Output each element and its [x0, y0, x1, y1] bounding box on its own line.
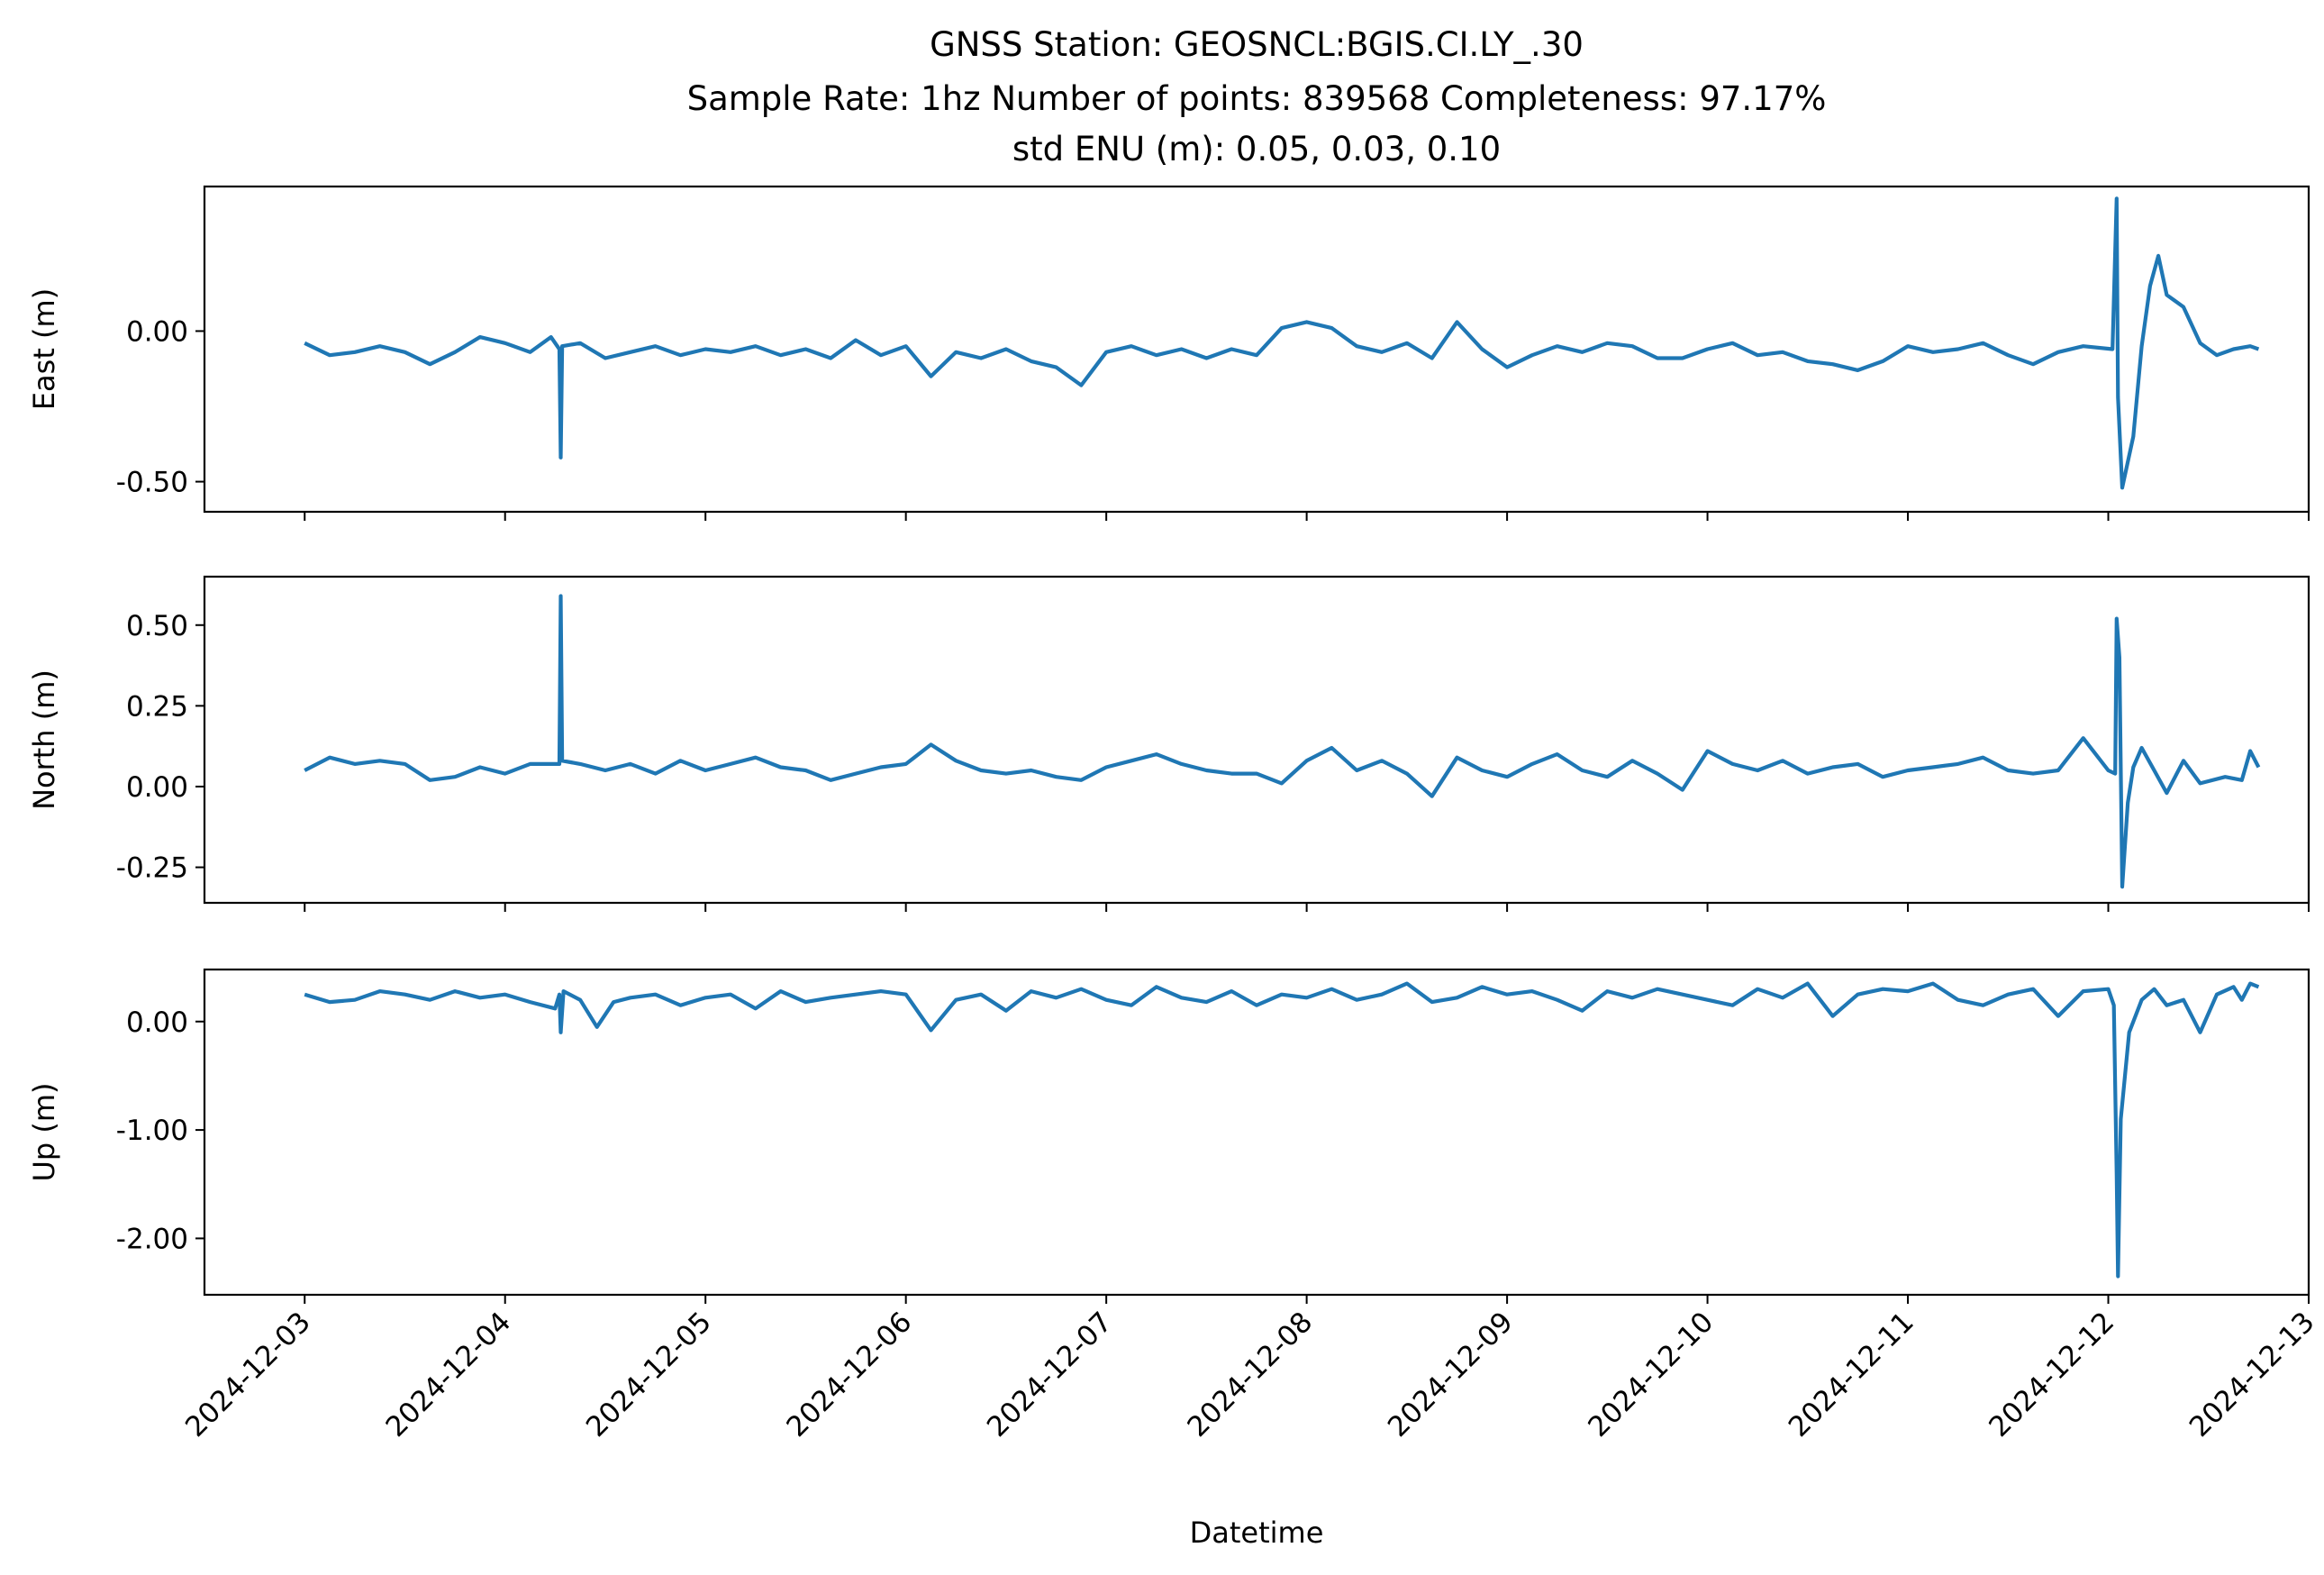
y-axis-label-panel-2: North (m): [27, 669, 61, 810]
x-tick-label: 2024-12-07: [981, 1306, 1119, 1443]
y-tick-label: -0.25: [116, 852, 188, 885]
y-tick-label: 0.00: [126, 1006, 188, 1039]
y-tick-label: -1.00: [116, 1115, 188, 1147]
y-tick-label: 0.25: [126, 690, 188, 723]
y-tick-label: 0.00: [126, 771, 188, 804]
x-tick-label: 2024-12-11: [1783, 1306, 1920, 1443]
y-tick-label: 0.00: [126, 315, 188, 348]
y-tick-label: -2.00: [116, 1223, 188, 1255]
series-line-panel-3: [304, 981, 2260, 1279]
panel-3: 0.00 -1.00 -2.00 Up (m): [27, 968, 2310, 1304]
x-tick-label: 2024-12-04: [380, 1306, 518, 1443]
x-tick-label: 2024-12-12: [1983, 1306, 2120, 1443]
x-tick-label: 2024-12-06: [780, 1306, 918, 1443]
chart-title-line-2: Sample Rate: 1hz Number of points: 83956…: [687, 79, 1827, 118]
x-tick-label: 2024-12-09: [1382, 1306, 1520, 1443]
x-tick-label: 2024-12-03: [179, 1306, 317, 1443]
y-axis-label-panel-1: East (m): [27, 288, 61, 410]
x-tick-label: 2024-12-08: [1181, 1306, 1319, 1443]
y-axis-label-panel-3: Up (m): [27, 1082, 61, 1181]
y-tick-label: 0.50: [126, 610, 188, 642]
x-tick-label: 2024-12-05: [580, 1306, 718, 1443]
x-tick-label: 2024-12-13: [2183, 1306, 2321, 1443]
chart-title-line-3: std ENU (m): 0.05, 0.03, 0.10: [1012, 130, 1501, 168]
x-tick-label: 2024-12-10: [1582, 1306, 1720, 1443]
axes-frame-panel-3: [203, 968, 2310, 1297]
axes-frame-panel-2: [203, 575, 2310, 905]
axes-frame-panel-1: [203, 185, 2310, 514]
x-axis-label: Datetime: [1190, 1516, 1324, 1550]
y-tick-label: -0.50: [116, 467, 188, 499]
series-line-panel-1: [304, 196, 2260, 490]
panel-1: 0.00 -0.50 East (m): [27, 185, 2310, 521]
panel-2: 0.50 0.25 0.00 -0.25 North (m): [27, 575, 2310, 912]
panels-group: 0.00 -0.50 East (m) 0.50 0.25 0.00 -0.25 North …: [27, 185, 2321, 1443]
chart-title-line-1: GNSS Station: GEOSNCL:BGIS.CI.LY_.30: [930, 25, 1584, 64]
series-line-panel-2: [304, 594, 2261, 889]
